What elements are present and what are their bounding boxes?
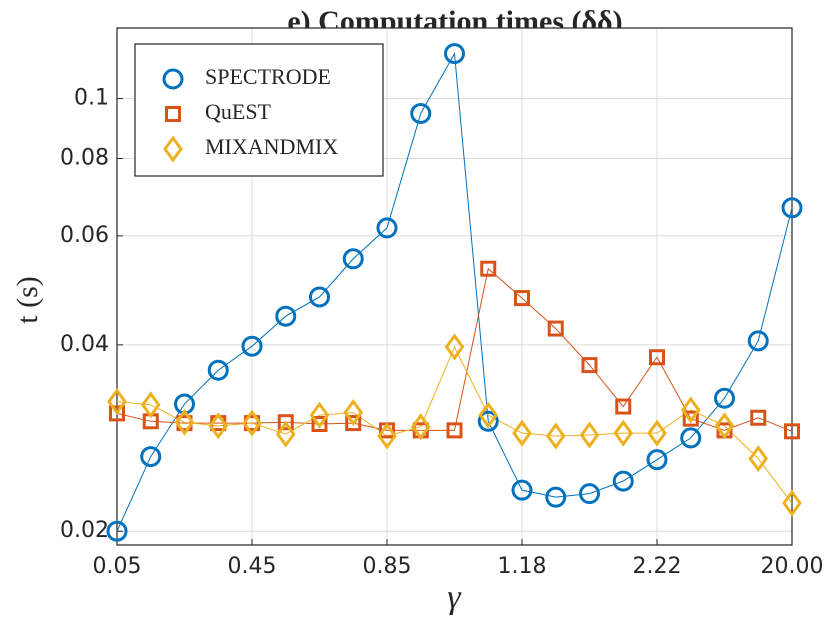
- legend-marker: [163, 135, 183, 163]
- marker: [680, 396, 701, 424]
- axes-box: [116, 27, 793, 546]
- y-tick-label: 0.04: [60, 332, 109, 357]
- marker: [782, 489, 802, 517]
- marker: [277, 414, 294, 431]
- x-axis-label: γ: [447, 579, 462, 616]
- marker: [208, 412, 229, 440]
- series-line: [116, 345, 793, 504]
- y-axis-label: t (s): [11, 276, 44, 324]
- x-tick-label: 2.22: [633, 554, 682, 579]
- marker: [514, 290, 530, 307]
- marker: [477, 410, 499, 432]
- marker: [478, 401, 499, 429]
- marker: [275, 305, 297, 327]
- marker: [106, 520, 128, 542]
- marker: [242, 409, 262, 437]
- marker: [615, 398, 632, 415]
- x-tick-label: 0.85: [363, 554, 412, 579]
- marker: [511, 479, 533, 501]
- legend-marker: [162, 68, 184, 90]
- marker: [446, 422, 463, 439]
- marker: [612, 470, 634, 492]
- marker: [647, 419, 667, 447]
- legend-marker: [165, 106, 181, 122]
- y-tick-label: 0.06: [60, 223, 109, 248]
- marker: [207, 359, 229, 381]
- marker: [747, 330, 769, 352]
- marker: [140, 391, 161, 419]
- marker: [444, 43, 465, 65]
- marker: [714, 387, 735, 409]
- marker: [377, 422, 397, 450]
- marker: [241, 335, 263, 357]
- marker: [275, 420, 296, 448]
- x-tick-label: 1.18: [498, 554, 547, 579]
- marker: [309, 401, 330, 429]
- y-tick-label: 0.08: [60, 146, 109, 171]
- marker: [512, 419, 532, 447]
- marker: [410, 102, 432, 124]
- marker: [579, 483, 600, 505]
- series-line: [116, 267, 793, 432]
- marker: [311, 416, 328, 433]
- y-tick-label: 0.1: [74, 86, 109, 111]
- marker: [646, 449, 668, 471]
- marker: [680, 427, 702, 449]
- marker: [345, 415, 362, 432]
- marker: [343, 398, 364, 427]
- marker: [714, 412, 735, 440]
- y-tick-label: 0.02: [60, 518, 109, 543]
- series-line: [116, 51, 793, 532]
- marker: [410, 413, 431, 441]
- marker: [581, 357, 598, 374]
- marker: [784, 423, 800, 440]
- marker: [480, 260, 497, 277]
- marker: [750, 409, 767, 426]
- marker: [342, 248, 364, 270]
- marker: [545, 422, 566, 450]
- marker: [579, 421, 600, 449]
- marker: [140, 446, 162, 468]
- x-tick-label: 20.00: [761, 554, 824, 579]
- marker: [109, 405, 125, 422]
- marker: [107, 387, 127, 416]
- marker: [748, 445, 769, 473]
- legend-label: SPECTRODE: [205, 64, 331, 89]
- x-tick-label: 0.45: [228, 554, 277, 579]
- marker: [649, 349, 665, 366]
- marker: [376, 217, 398, 239]
- marker: [682, 410, 699, 427]
- marker: [545, 486, 567, 508]
- marker: [613, 419, 634, 447]
- legend-label: QuEST: [205, 99, 272, 124]
- legend-label: MIXANDMIX: [205, 134, 338, 159]
- marker: [444, 333, 465, 361]
- marker: [309, 286, 330, 308]
- marker: [781, 197, 803, 219]
- marker: [174, 408, 195, 436]
- x-tick-label: 0.05: [93, 554, 142, 579]
- marker: [547, 320, 564, 337]
